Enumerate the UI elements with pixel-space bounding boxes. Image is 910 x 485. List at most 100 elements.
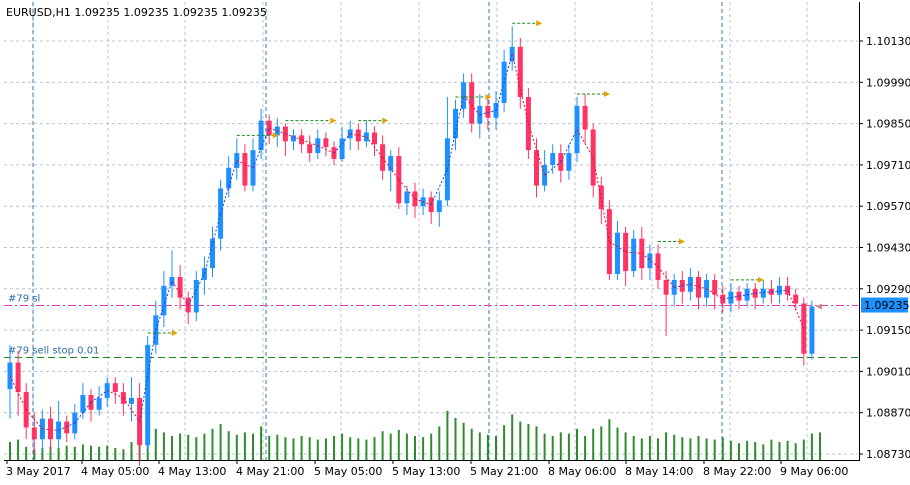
volume-bar	[211, 428, 214, 460]
order-level-label: #79 sl	[8, 294, 40, 305]
volume-bar	[130, 442, 133, 460]
candle-body	[615, 232, 620, 275]
volume-bar	[600, 426, 603, 460]
signal-arrow	[536, 20, 543, 27]
zigzag-segment	[301, 139, 318, 147]
volume-bar	[65, 445, 68, 460]
time-tick-label: 8 May 06:00	[548, 465, 616, 478]
volume-bar	[802, 439, 805, 460]
volume-bar	[252, 433, 254, 460]
candle-body	[339, 138, 345, 159]
volume-bar	[405, 433, 408, 460]
zigzag-segment	[479, 109, 497, 116]
volume-bar	[689, 438, 692, 460]
volume-bar	[608, 419, 611, 460]
time-tick-label: 4 May 05:00	[81, 465, 149, 478]
zigzag-segment	[220, 160, 238, 214]
volume-bar	[41, 448, 44, 460]
zigzag-segment	[317, 145, 335, 154]
volume-bar	[114, 448, 117, 460]
volume-bar	[219, 424, 222, 460]
order-levels[interactable]: #79 sl #79 sell stop 0.01	[4, 294, 858, 358]
price-tick-label: 1.08730	[866, 448, 910, 461]
volume-bar	[203, 433, 206, 460]
candle-body	[161, 285, 167, 316]
volume-bar	[389, 433, 392, 460]
price-tick-label: 1.09010	[866, 365, 910, 378]
candle-body	[712, 279, 718, 295]
zigzag-segment	[171, 281, 189, 306]
candle-body	[444, 138, 450, 201]
zigzag-segment	[366, 136, 383, 158]
volume-bar	[57, 448, 60, 460]
candle-body	[15, 362, 21, 393]
candle-body	[137, 397, 143, 446]
volume-bar	[438, 426, 441, 460]
volume-histogram	[9, 410, 821, 460]
zigzag-segment	[252, 127, 270, 169]
zigzag-segment	[187, 273, 205, 306]
volume-bar	[559, 432, 562, 460]
zigzag-segment	[738, 292, 756, 297]
zigzag-segment	[674, 283, 691, 288]
candle-body	[7, 362, 13, 390]
volume-bar	[268, 436, 271, 460]
zigzag-segment	[625, 251, 642, 254]
volume-bar	[333, 436, 335, 460]
candle-body	[266, 120, 272, 136]
candle-body	[145, 344, 151, 446]
signal-arrow	[382, 117, 389, 124]
volume-bar	[308, 437, 311, 460]
candle-body	[809, 306, 815, 354]
candle-body	[372, 132, 377, 145]
zigzag-segment	[285, 133, 302, 141]
zigzag-segment	[414, 198, 432, 206]
zigzag-segment	[495, 54, 513, 111]
candle-body	[631, 238, 637, 272]
volume-bar	[276, 434, 279, 460]
current-price-label-bg	[861, 297, 908, 313]
volume-bar	[430, 433, 433, 460]
volume-bar	[17, 439, 20, 460]
price-tick-label: 1.09850	[866, 118, 910, 131]
price-tick-label: 1.10130	[866, 35, 910, 48]
time-tick-label: 8 May 14:00	[625, 465, 693, 478]
candle-body	[453, 108, 458, 139]
volume-bar	[673, 434, 676, 460]
volume-bar	[770, 439, 773, 460]
volume-bar	[657, 438, 659, 460]
zigzag-segment	[333, 133, 351, 154]
last-price-marker	[815, 303, 822, 310]
price-tick-label: 1.09290	[866, 283, 910, 296]
chart-header: EURUSD,H1 1.09235 1.09235 1.09235 1.0923…	[6, 6, 267, 19]
candle-body	[485, 105, 491, 118]
volume-bar	[422, 437, 425, 460]
volume-bar	[778, 442, 781, 460]
zigzag-segment	[155, 281, 173, 331]
volume-bar	[260, 426, 263, 460]
volume-bar	[414, 436, 416, 460]
time-axis[interactable]: 3 May 2017 4 May 05:00 4 May 13:00 4 May 21…	[6, 460, 848, 478]
price-axis[interactable]: 1.10130 1.09990 1.09850 1.09710 1.09570 1.094…	[859, 35, 910, 461]
zigzag-segment	[236, 160, 254, 169]
volume-bar	[73, 446, 76, 460]
volume-bar	[154, 428, 157, 460]
indicator-overlay	[9, 20, 822, 431]
candle-body	[31, 427, 37, 440]
volume-bar	[446, 410, 449, 460]
candle-body	[517, 46, 523, 98]
zigzag-segment	[657, 266, 675, 288]
volume-bar	[187, 434, 190, 460]
time-tick-label: 9 May 06:00	[780, 465, 848, 478]
time-tick-label: 3 May 2017	[6, 465, 71, 478]
volume-bar	[584, 436, 587, 460]
volume-bar	[535, 426, 538, 460]
volume-bar	[616, 427, 619, 460]
plot-background	[4, 2, 859, 460]
candle-body	[566, 153, 572, 171]
volume-bar	[665, 432, 668, 460]
volume-bar	[171, 436, 173, 460]
volume-bar	[746, 440, 749, 460]
